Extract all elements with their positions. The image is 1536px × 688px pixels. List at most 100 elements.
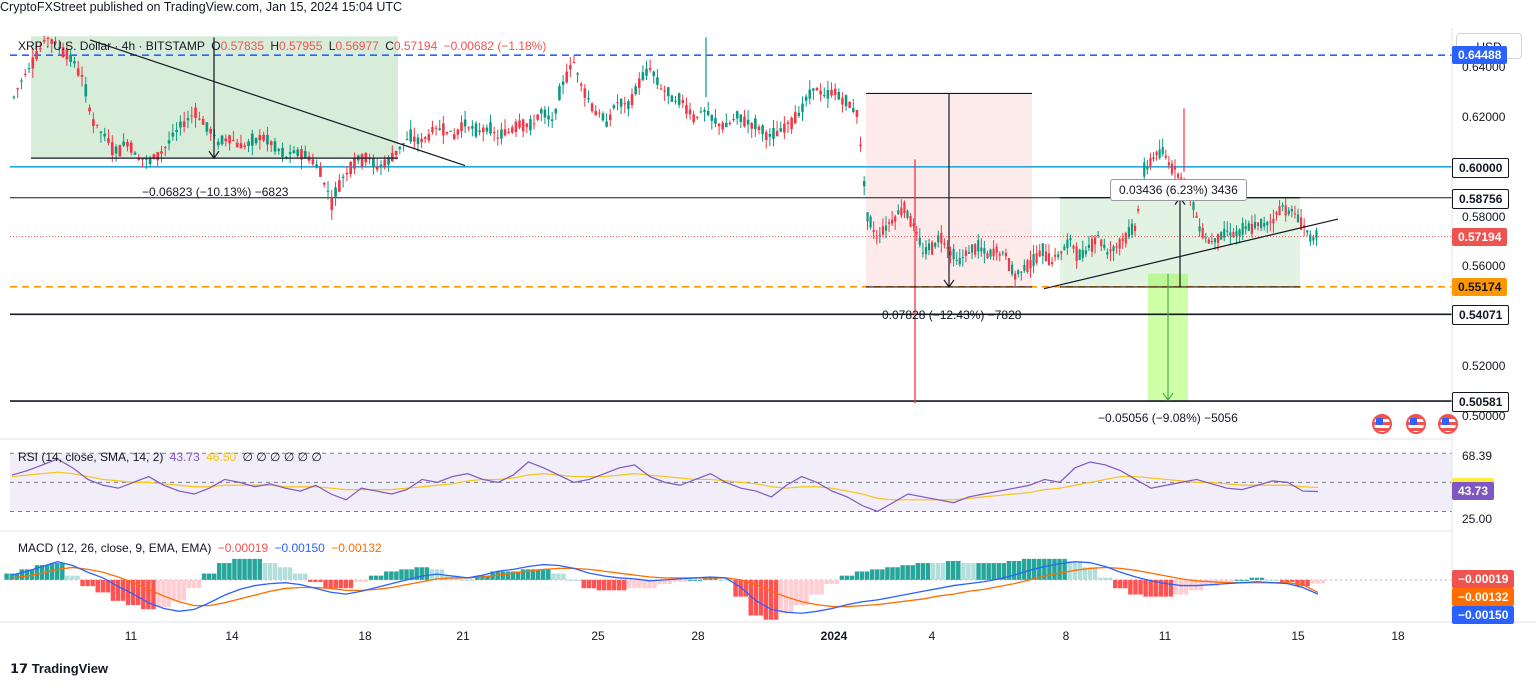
- candle-body: [808, 89, 812, 99]
- macd-title[interactable]: MACD (12, 26, close, 9, EMA, EMA): [18, 541, 212, 555]
- candle-body: [110, 142, 114, 156]
- us-flag-event-icon[interactable]: [1406, 414, 1426, 434]
- price-level-badge: 0.50581: [1452, 392, 1510, 413]
- macd-histogram-bar: [632, 579, 637, 589]
- candle-body: [645, 68, 648, 76]
- candle-body: [1250, 223, 1253, 234]
- candle-body: [1004, 252, 1007, 257]
- macd-histogram-bar: [662, 579, 667, 585]
- candle-body: [148, 158, 152, 164]
- candle-body: [209, 128, 213, 134]
- candle-body: [456, 129, 460, 135]
- candle-body: [1127, 227, 1130, 238]
- candle-body: [841, 98, 844, 105]
- candle-body: [35, 51, 38, 60]
- candle-body: [129, 142, 133, 153]
- macd-histogram-bar: [394, 571, 399, 580]
- rsi-title[interactable]: RSI (14, close, SMA, 14, 2): [18, 450, 164, 464]
- macd-histogram-bar: [1224, 579, 1229, 582]
- candle-body: [141, 158, 144, 160]
- macd-histogram-bar: [1280, 579, 1285, 582]
- macd-histogram-bar: [738, 579, 743, 597]
- macd-legend: MACD (12, 26, close, 9, EMA, EMA) −0.000…: [18, 541, 385, 555]
- price-tick-label: 0.50000: [1462, 408, 1506, 423]
- macd-histogram-bar: [546, 569, 551, 580]
- macd-histogram-bar: [854, 571, 860, 580]
- macd-histogram-bar: [1006, 560, 1012, 580]
- candle-body: [1210, 241, 1213, 243]
- macd-histogram-bar: [1300, 579, 1305, 587]
- macd-histogram-bar: [308, 579, 313, 582]
- candle-body: [1044, 251, 1047, 262]
- candle-body: [927, 243, 931, 251]
- symbol-label[interactable]: XRP · U.S. Dollar · 4h · BITSTAMP: [18, 39, 205, 53]
- macd-histogram-bar: [697, 579, 703, 581]
- macd-histogram-bar: [880, 569, 885, 580]
- candle-body: [732, 119, 735, 121]
- price-level-badge: 0.58756: [1452, 188, 1510, 209]
- candle-body: [137, 158, 141, 160]
- measure-label-4: −0.05056 (−9.08%) −5056: [1098, 411, 1238, 425]
- candle-body: [869, 216, 872, 228]
- candle-body: [485, 127, 489, 132]
- macd-histogram-bar: [1310, 579, 1315, 584]
- tradingview-logo[interactable]: 𝟭𝟳 TradingView: [10, 661, 108, 677]
- candle-body: [463, 119, 467, 127]
- macd-histogram-bar: [1158, 579, 1164, 597]
- candle-body: [1296, 214, 1300, 222]
- time-tick-label: 2024: [820, 629, 848, 643]
- candle-body: [1284, 205, 1287, 216]
- macd-histogram-bar: [1219, 579, 1224, 582]
- candle-body: [416, 137, 420, 144]
- us-flag-event-icon[interactable]: [1438, 414, 1458, 434]
- macd-histogram-bar: [9, 573, 14, 580]
- candle-body: [1177, 173, 1180, 178]
- candle-body: [163, 147, 167, 149]
- candle-body: [1121, 238, 1124, 241]
- macd-histogram-bar: [419, 567, 424, 580]
- candle-body: [801, 103, 804, 112]
- macd-histogram-bar: [232, 558, 237, 580]
- candle-body: [1235, 231, 1238, 236]
- time-tick-label: 14: [225, 629, 239, 643]
- macd-histogram-bar: [161, 579, 166, 608]
- macd-histogram-bar: [1168, 579, 1174, 597]
- candle-body: [790, 117, 793, 130]
- candle-body: [995, 246, 998, 253]
- macd-histogram-bar: [576, 579, 581, 581]
- us-flag-event-icon[interactable]: [1372, 414, 1392, 434]
- candle-body: [235, 142, 239, 148]
- time-tick-label: 4: [928, 629, 936, 643]
- macd-histogram-bar: [1118, 579, 1123, 589]
- candle-body: [107, 138, 110, 143]
- candle-body: [186, 118, 190, 121]
- candle-body: [1050, 262, 1054, 265]
- candle-body: [1275, 212, 1278, 215]
- macd-histogram-bar: [814, 579, 819, 595]
- candle-body: [1010, 264, 1014, 275]
- macd-histogram-bar: [166, 579, 171, 608]
- tv-mark-icon: 𝟭𝟳: [10, 661, 32, 676]
- macd-histogram-bar: [60, 563, 65, 580]
- candle-body: [532, 123, 536, 125]
- candle-body: [368, 158, 371, 160]
- candle-body: [852, 108, 855, 112]
- macd-histogram-bar: [1183, 579, 1189, 595]
- macd-histogram-bar: [718, 579, 723, 581]
- candle-body: [598, 112, 601, 114]
- candle-body: [23, 73, 27, 75]
- candle-body: [1090, 238, 1094, 252]
- candle-body: [627, 101, 630, 109]
- candle-body: [1226, 230, 1229, 232]
- candle-body: [80, 74, 84, 77]
- candle-body: [481, 127, 485, 133]
- macd-histogram-bar: [151, 579, 156, 610]
- candle-body: [605, 121, 608, 127]
- macd-histogram-bar: [485, 575, 490, 580]
- macd-histogram-bar: [1097, 577, 1103, 580]
- macd-histogram-bar: [1305, 579, 1310, 587]
- macd-histogram-bar: [80, 579, 85, 587]
- candle-body: [1241, 222, 1244, 235]
- candle-body: [775, 130, 779, 137]
